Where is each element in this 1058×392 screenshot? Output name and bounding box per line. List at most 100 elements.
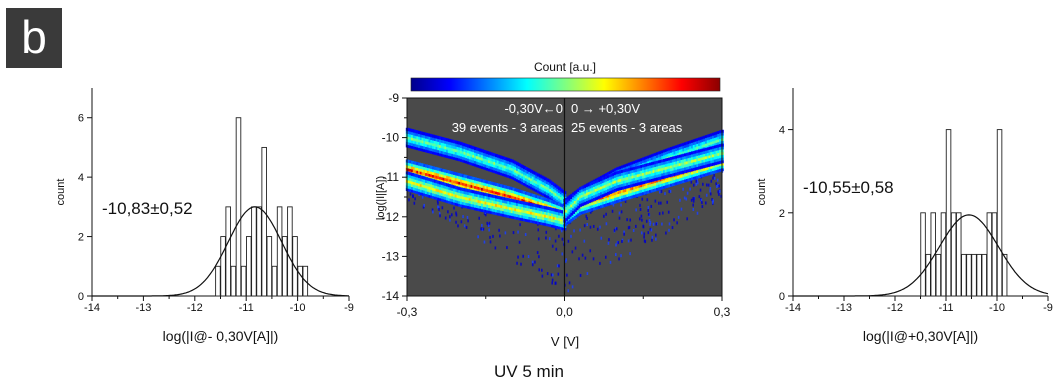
- heatmap-cell: [547, 187, 551, 191]
- heatmap-cell: [407, 177, 411, 181]
- heatmap-cell: [409, 128, 413, 132]
- heatmap-cell: [670, 149, 674, 153]
- heatmap-cell: [605, 189, 609, 193]
- heatmap-cell: [411, 143, 415, 147]
- heatmap-cell: [433, 151, 437, 155]
- heatmap-cell: [498, 171, 502, 175]
- heatmap-cell: [635, 177, 639, 181]
- heatmap-cell: [549, 197, 553, 201]
- heatmap-cell: [540, 208, 544, 212]
- heatmap-cell: [605, 175, 609, 179]
- heatmap-cell: [615, 197, 619, 201]
- heatmap-cell: [535, 178, 539, 182]
- heatmap-cell: [507, 158, 511, 162]
- heatmap-noise-cell: [624, 199, 627, 203]
- heatmap-cell: [426, 180, 430, 184]
- heatmap-cell: [447, 186, 451, 190]
- heatmap-cell: [475, 183, 479, 187]
- heatmap-cell: [608, 202, 612, 206]
- heatmap-cell: [496, 209, 500, 213]
- heatmap-cell: [467, 183, 471, 187]
- heatmap-cell: [663, 177, 667, 181]
- heatmap-cell: [610, 176, 614, 180]
- heatmap-cell: [437, 141, 441, 145]
- heatmap-cell: [439, 136, 443, 140]
- heatmap-cell: [449, 150, 453, 154]
- heatmap-cell: [454, 186, 458, 190]
- heatmap-noise-cell: [666, 200, 668, 204]
- heatmap-cell: [475, 191, 479, 195]
- heatmap-cell: [465, 183, 469, 187]
- heatmap-cell: [614, 180, 618, 184]
- heatmap-cell: [498, 201, 502, 205]
- heatmap-cell: [582, 210, 586, 214]
- heatmap-cell: [407, 131, 411, 135]
- heatmap-cell: [671, 159, 675, 163]
- heatmap-cell: [407, 162, 411, 166]
- y-tick-label: 2: [779, 208, 785, 220]
- x-tick-label: -11: [938, 302, 953, 314]
- heatmap-cell: [705, 140, 709, 144]
- heatmap-cell: [701, 162, 705, 166]
- heatmap-cell: [458, 201, 462, 205]
- heatmap-cell: [502, 156, 506, 160]
- heatmap-cell: [409, 142, 413, 146]
- heatmap-cell: [635, 160, 639, 164]
- heatmap-noise-cell: [690, 180, 693, 184]
- heatmap-cell: [678, 149, 682, 153]
- heatmap-cell: [500, 192, 504, 196]
- heatmap-cell: [551, 192, 555, 196]
- heatmap-noise-cell: [705, 193, 708, 197]
- heatmap-cell: [407, 185, 411, 189]
- heatmap-cell: [433, 175, 437, 179]
- heatmap-cell: [461, 182, 465, 186]
- heatmap-cell: [496, 186, 500, 190]
- heatmap-cell: [538, 177, 542, 181]
- heatmap-cell: [418, 142, 422, 146]
- heatmap-cell: [715, 147, 719, 151]
- heatmap-cell: [666, 153, 670, 157]
- heatmap-noise-cell: [632, 229, 635, 233]
- heatmap-cell: [596, 190, 600, 194]
- heatmap-cell: [414, 182, 418, 186]
- heatmap-cell: [626, 185, 630, 189]
- heatmap-cell: [475, 177, 479, 181]
- heatmap-cell: [689, 148, 693, 152]
- heatmap-noise-cell: [436, 199, 439, 203]
- heatmap-cell: [447, 141, 451, 145]
- heatmap-cell: [414, 135, 418, 139]
- heatmap-cell: [430, 139, 434, 143]
- heatmap-cell: [463, 157, 467, 161]
- heatmap-cell: [484, 201, 488, 205]
- heatmap-cell: [509, 209, 513, 213]
- heatmap-cell: [617, 170, 621, 174]
- heatmap-cell: [472, 157, 476, 161]
- heatmap-cell: [705, 158, 709, 162]
- heatmap-cell: [636, 174, 640, 178]
- heatmap-cell: [668, 171, 672, 175]
- heatmap-cell: [444, 194, 448, 198]
- heatmap-cell: [414, 190, 418, 194]
- heatmap-cell: [542, 222, 546, 226]
- heatmap-cell: [446, 143, 450, 147]
- heatmap-cell: [708, 157, 712, 161]
- heatmap-cell: [460, 145, 464, 149]
- heatmap-cell: [509, 204, 513, 208]
- heatmap-cell: [521, 196, 525, 200]
- heatmap-noise-cell: [643, 239, 646, 243]
- heatmap-cell: [642, 172, 646, 176]
- heatmap-noise-cell: [668, 228, 670, 232]
- heatmap-cell: [432, 134, 436, 138]
- heatmap-cell: [701, 165, 705, 169]
- heatmap-cell: [435, 180, 439, 184]
- heatmap-cell: [670, 170, 674, 174]
- heatmap-cell: [579, 187, 583, 191]
- heatmap-cell: [671, 151, 675, 155]
- heatmap-cell: [507, 191, 511, 195]
- heatmap-cell: [433, 140, 437, 144]
- heatmap-cell: [479, 157, 483, 161]
- heatmap-cell: [409, 160, 413, 164]
- heatmap-cell: [484, 195, 488, 199]
- heatmap-cell: [449, 142, 453, 146]
- heatmap-cell: [554, 190, 558, 194]
